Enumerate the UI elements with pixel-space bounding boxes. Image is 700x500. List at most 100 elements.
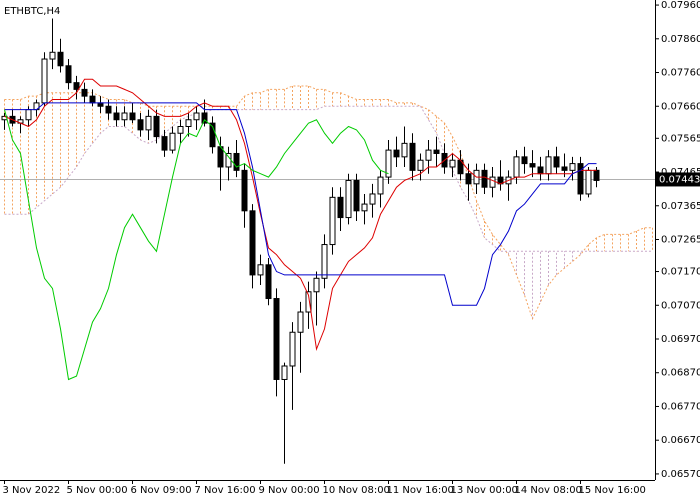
x-tick-label: 3 Nov 2022 (3, 485, 61, 496)
candle-body (57, 51, 64, 67)
candle-body (129, 112, 136, 121)
candle-body (529, 163, 536, 168)
x-tick-label: 5 Nov 00:00 (67, 485, 128, 496)
candle-body (545, 156, 552, 175)
candle-body (569, 163, 576, 171)
candle-body (73, 82, 80, 90)
candle-body (385, 149, 392, 178)
candle-body (41, 58, 48, 104)
x-tick-label: 10 Nov 08:00 (323, 485, 390, 496)
y-tick-label: 0.07265 (661, 234, 700, 245)
candle-body (353, 179, 360, 212)
indicator-line (4, 102, 597, 306)
price-label: 0.07443 (659, 174, 700, 185)
candle-body (585, 169, 592, 195)
candle-body (313, 277, 320, 293)
candle-body (281, 365, 288, 380)
candle-body (241, 169, 248, 212)
candle-body (297, 311, 304, 333)
candle-body (89, 95, 96, 104)
y-tick-label: 0.07660 (661, 101, 700, 112)
candle-body (329, 196, 336, 246)
candle-body (201, 112, 208, 124)
candle-body (185, 119, 192, 127)
candle-body (417, 159, 424, 171)
candle-body (345, 179, 352, 219)
indicator-line (4, 78, 597, 352)
candle-body (513, 156, 520, 178)
candle-body (481, 169, 488, 188)
price-label-box (656, 172, 700, 187)
candle-body (81, 88, 88, 97)
candle-body (425, 149, 432, 161)
candle-body (409, 142, 416, 171)
candle-body (193, 112, 200, 121)
plot-area (0, 18, 655, 464)
candle-body (209, 122, 216, 148)
candle-body (265, 264, 272, 300)
candle-body (153, 115, 160, 138)
candle-body (25, 109, 32, 121)
y-tick-label: 0.07760 (661, 68, 700, 79)
candle-body (401, 142, 408, 158)
candle-body (121, 112, 128, 121)
chart-title: ETHBTC,H4 (4, 6, 60, 17)
candle-body (289, 331, 296, 367)
cloud-edge (4, 105, 653, 252)
candle-body (113, 112, 120, 121)
candle-body (169, 132, 176, 151)
x-tick-label: 11 Nov 16:00 (387, 485, 454, 496)
candle-body (377, 176, 384, 195)
x-tick-label: 6 Nov 09:00 (131, 485, 192, 496)
y-tick-label: 0.06670 (661, 435, 700, 446)
y-tick-label: 0.07070 (661, 300, 700, 311)
candle-body (449, 159, 456, 168)
candle-body (273, 298, 280, 380)
x-tick-label: 15 Nov 16:00 (579, 485, 646, 496)
candle-body (137, 119, 144, 131)
candle-body (225, 152, 232, 168)
y-tick-label: 0.07365 (661, 201, 700, 212)
cloud-edge (4, 85, 653, 321)
y-tick-label: 0.06870 (661, 368, 700, 379)
candle-body (105, 105, 112, 114)
candle-body (393, 149, 400, 158)
candle-body (97, 102, 104, 107)
candle-body (321, 244, 328, 279)
y-tick-label: 0.06770 (661, 401, 700, 412)
x-tick-label: 7 Nov 16:00 (195, 485, 256, 496)
candle-body (433, 149, 440, 154)
candle-body (593, 169, 600, 181)
candle-body (561, 166, 568, 171)
y-tick-label: 0.06970 (661, 334, 700, 345)
candle-body (337, 196, 344, 219)
candle-body (361, 203, 368, 212)
candle-body (249, 210, 256, 276)
y-tick-label: 0.06570 (661, 469, 700, 480)
candle-body (65, 65, 72, 84)
y-tick-label: 0.07565 (661, 133, 700, 144)
y-tick-label: 0.07170 (661, 267, 700, 278)
candle-body (521, 156, 528, 165)
candle-body (161, 136, 168, 151)
candle-body (577, 163, 584, 195)
y-tick-label: 0.07860 (661, 34, 700, 45)
candle-body (233, 152, 240, 171)
candle-body (177, 125, 184, 134)
candle-body (369, 193, 376, 205)
y-tick-label: 0.07960 (661, 0, 700, 11)
indicator-line (4, 109, 389, 381)
candle-body (465, 173, 472, 185)
candle-body (537, 166, 544, 175)
candle-body (553, 156, 560, 168)
x-tick-label: 9 Nov 00:00 (259, 485, 320, 496)
candle-body (489, 176, 496, 188)
candle-body (145, 115, 152, 131)
x-tick-label: 13 Nov 00:00 (451, 485, 518, 496)
candle-body (305, 291, 312, 313)
x-tick-label: 14 Nov 08:00 (515, 485, 582, 496)
candle-body (257, 264, 264, 276)
candle-body (217, 146, 224, 168)
candle-body (49, 51, 56, 60)
